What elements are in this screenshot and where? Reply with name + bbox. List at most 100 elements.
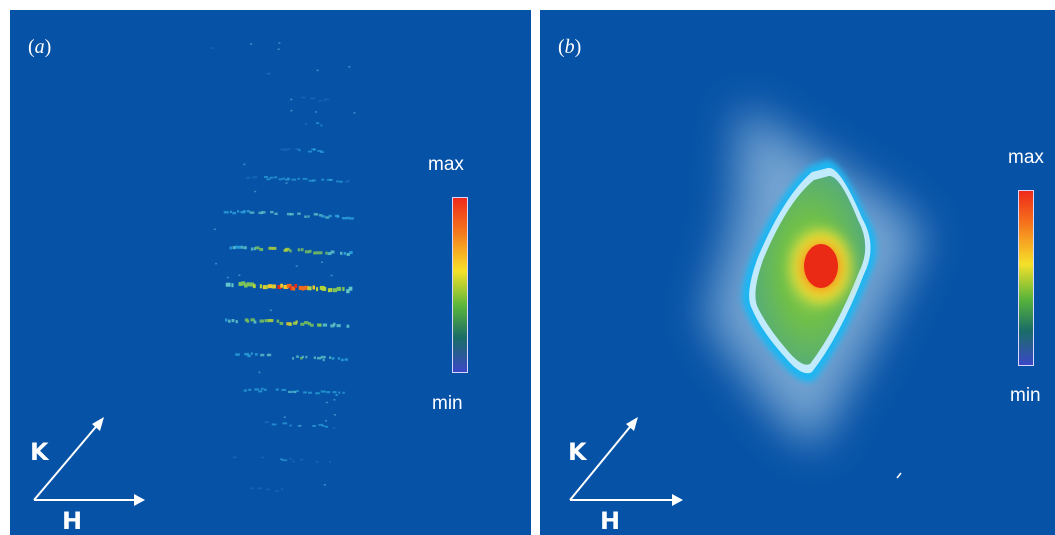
noise-speck bbox=[325, 401, 328, 404]
streak-segment bbox=[349, 251, 353, 255]
colorbar bbox=[1018, 190, 1034, 366]
streak-segment bbox=[269, 176, 274, 179]
streak-segment bbox=[250, 247, 254, 251]
streak-segment bbox=[228, 319, 231, 323]
intensity-blob bbox=[705, 105, 925, 450]
streak-segment bbox=[274, 212, 278, 215]
panel-a: (a) max min K H bbox=[10, 10, 531, 535]
streak-segment bbox=[229, 210, 232, 214]
streak-segment bbox=[235, 353, 240, 356]
streak-segment bbox=[287, 177, 290, 180]
streak-segment bbox=[289, 424, 292, 427]
k-axis-arrow bbox=[569, 417, 638, 501]
k-axis-arrow bbox=[33, 417, 104, 501]
noise-speck bbox=[333, 414, 336, 416]
streak-segment bbox=[270, 210, 274, 214]
streak-segment bbox=[298, 149, 301, 152]
streak-segment bbox=[336, 324, 341, 328]
streak-segment bbox=[275, 388, 279, 391]
streak-segment bbox=[286, 283, 292, 288]
streak-segment bbox=[289, 249, 292, 253]
streak-segment bbox=[295, 148, 300, 150]
streak-segment bbox=[244, 283, 248, 288]
noise-speck bbox=[243, 163, 246, 166]
streak-segment bbox=[336, 215, 340, 218]
streak-segment bbox=[250, 352, 253, 355]
k-axis-label: K bbox=[30, 438, 49, 466]
h-axis-arrow bbox=[570, 494, 683, 506]
streak-segment bbox=[291, 286, 296, 291]
k-axis-label: K bbox=[568, 438, 587, 466]
streak-segment bbox=[319, 214, 323, 217]
streak-segment bbox=[265, 488, 270, 491]
noise-speck bbox=[315, 111, 318, 113]
streak-segment bbox=[252, 284, 256, 289]
streak-segment bbox=[313, 149, 316, 151]
streak-segment bbox=[332, 391, 337, 394]
streak-segment bbox=[337, 357, 341, 360]
streak-segment bbox=[342, 391, 345, 394]
streak-segment bbox=[343, 251, 346, 255]
streak-segment bbox=[300, 322, 305, 326]
streak-segment bbox=[246, 319, 250, 323]
streak-segment bbox=[246, 210, 250, 213]
streak-segment bbox=[223, 211, 229, 214]
streak-segment bbox=[293, 391, 297, 394]
streak-segment bbox=[258, 390, 263, 393]
streak-segment bbox=[315, 213, 319, 216]
streak-segment bbox=[249, 211, 255, 214]
streak-segment bbox=[280, 148, 285, 151]
streak-segment bbox=[322, 424, 325, 427]
streak-segment bbox=[317, 150, 322, 152]
noise-speck bbox=[258, 371, 261, 374]
noise-speck bbox=[321, 261, 323, 263]
streak-segment bbox=[294, 284, 298, 288]
streak-segment bbox=[264, 421, 269, 424]
streak-segment bbox=[232, 456, 237, 459]
noise-speck bbox=[285, 182, 288, 184]
h-axis-arrow bbox=[34, 494, 145, 506]
streak-segment bbox=[292, 460, 295, 463]
streak-segment bbox=[280, 458, 283, 461]
streak-segment bbox=[296, 389, 299, 392]
streak-segment bbox=[297, 425, 301, 427]
streak-segment bbox=[237, 245, 241, 249]
streak-segment bbox=[301, 355, 304, 359]
streak-segment bbox=[253, 247, 256, 251]
streak-segment bbox=[312, 179, 316, 182]
streak-segment bbox=[243, 210, 246, 213]
streak-segment bbox=[273, 284, 276, 289]
streak-segment bbox=[237, 210, 240, 213]
streak-segment bbox=[341, 358, 344, 362]
streak-segment bbox=[255, 246, 260, 250]
streak-segment bbox=[247, 354, 251, 358]
streak-segment bbox=[298, 285, 304, 290]
streak-segment bbox=[266, 353, 270, 357]
streak-segment bbox=[249, 282, 255, 287]
streak-segment bbox=[272, 246, 277, 250]
streak-segment bbox=[282, 459, 288, 462]
noise-speck bbox=[330, 274, 333, 277]
streak-segment bbox=[347, 179, 350, 182]
colorbar-max-label: max bbox=[1008, 147, 1044, 168]
noise-speck bbox=[325, 420, 327, 422]
panel-b-label: (b) bbox=[558, 36, 582, 58]
streak-segment bbox=[342, 217, 347, 220]
streak-segment bbox=[305, 355, 308, 359]
streak-segment bbox=[246, 282, 251, 287]
streak-segment bbox=[287, 390, 293, 393]
noise-speck bbox=[215, 262, 218, 265]
streak-segment bbox=[271, 423, 277, 426]
streak-segment bbox=[316, 356, 322, 360]
streak-segment bbox=[316, 122, 320, 124]
streak-segment bbox=[231, 319, 235, 323]
streak-segment bbox=[333, 288, 338, 293]
streak-segment bbox=[349, 217, 354, 220]
streak-segment bbox=[309, 249, 312, 253]
streak-segment bbox=[345, 181, 349, 183]
streak-segment bbox=[243, 389, 248, 392]
noise-speck bbox=[290, 109, 293, 112]
streak-segment bbox=[225, 318, 228, 322]
streak-segment bbox=[240, 211, 246, 214]
streak-segment bbox=[267, 284, 273, 289]
